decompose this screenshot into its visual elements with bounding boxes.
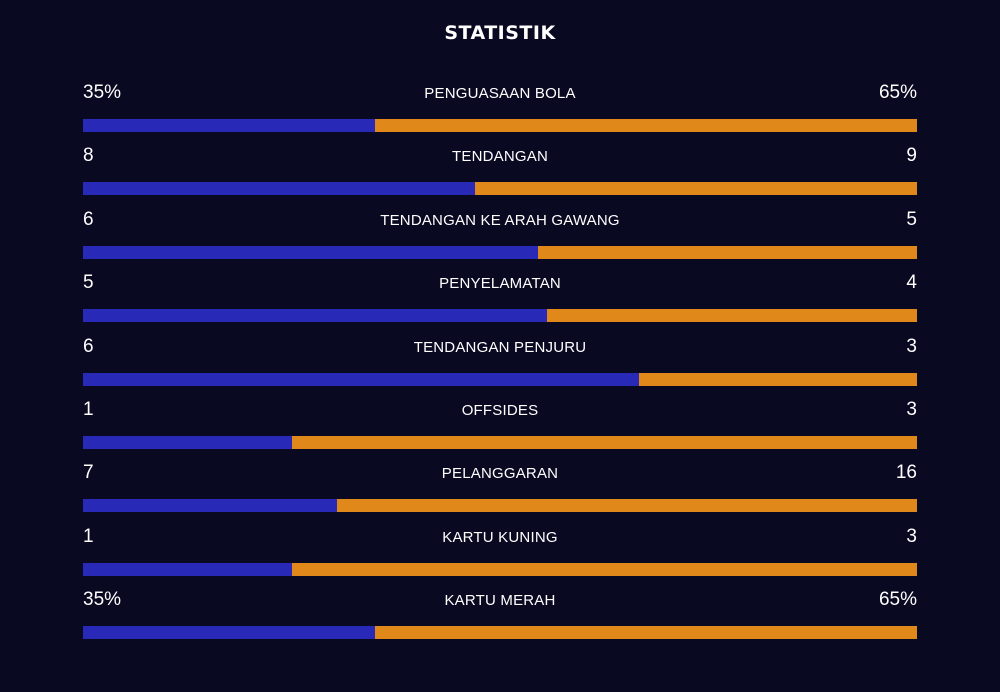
comparison-bar: [83, 182, 917, 196]
stat-row: 35% KARTU MERAH 65%: [83, 586, 917, 649]
stats-title: STATISTIK: [444, 22, 556, 44]
away-bar-fill: [546, 309, 917, 323]
stat-label: TENDANGAN KE ARAH GAWANG: [380, 211, 620, 229]
comparison-bar: [83, 562, 917, 576]
away-bar-fill: [291, 435, 917, 449]
stat-header: 35% KARTU MERAH 65%: [83, 586, 917, 616]
away-value: 9: [906, 145, 917, 167]
home-value: 5: [83, 272, 94, 294]
comparison-bar: [83, 119, 917, 132]
stat-label: KARTU MERAH: [444, 592, 556, 610]
away-value: 3: [906, 335, 917, 357]
home-value: 6: [83, 335, 94, 357]
stat-row: 1 OFFSIDES 3: [83, 396, 917, 459]
home-bar-fill: [83, 372, 640, 386]
stat-header: 1 OFFSIDES 3: [83, 396, 917, 426]
away-value: 16: [895, 462, 917, 484]
home-bar-fill: [83, 182, 475, 196]
away-bar-fill: [474, 182, 917, 196]
stat-header: 1 KARTU KUNING 3: [83, 523, 917, 553]
comparison-bar: [83, 309, 917, 323]
stat-label: KARTU KUNING: [442, 528, 558, 546]
away-value: 3: [906, 525, 917, 547]
stat-row: 6 TENDANGAN KE ARAH GAWANG 5: [83, 206, 917, 269]
away-value: 4: [906, 272, 917, 294]
home-value: 6: [83, 208, 94, 230]
comparison-bar: [83, 372, 917, 386]
home-value: 7: [83, 462, 94, 484]
stat-row: 1 KARTU KUNING 3: [83, 523, 917, 586]
home-value: 8: [83, 145, 94, 167]
stat-label: PENYELAMATAN: [439, 275, 561, 293]
home-value: 35%: [83, 589, 122, 611]
comparison-bar: [83, 499, 917, 513]
home-bar-fill: [83, 245, 538, 259]
away-value: 5: [906, 208, 917, 230]
stats-list: 35% PENGUASAAN BOLA 65% 8 TENDANGAN 9 6 …: [83, 79, 917, 650]
stat-row: 35% PENGUASAAN BOLA 65%: [83, 79, 917, 142]
stat-header: 6 TENDANGAN KE ARAH GAWANG 5: [83, 206, 917, 236]
stat-row: 5 PENYELAMATAN 4: [83, 269, 917, 332]
stat-header: 6 TENDANGAN PENJURU 3: [83, 333, 917, 363]
home-bar-fill: [83, 119, 375, 132]
home-value: 1: [83, 398, 94, 420]
home-bar-fill: [83, 562, 292, 576]
stat-row: 7 PELANGGARAN 16: [83, 459, 917, 522]
home-bar-fill: [83, 309, 547, 323]
away-value: 65%: [878, 82, 917, 103]
home-value: 1: [83, 525, 94, 547]
stat-label: TENDANGAN PENJURU: [413, 338, 587, 356]
away-value: 3: [906, 398, 917, 420]
comparison-bar: [83, 435, 917, 449]
away-bar-fill: [291, 562, 917, 576]
stat-label: OFFSIDES: [461, 401, 539, 419]
away-bar-fill: [336, 499, 917, 513]
stat-label: PELANGGARAN: [441, 465, 559, 483]
home-bar-fill: [83, 499, 337, 513]
stat-header: 5 PENYELAMATAN 4: [83, 269, 917, 299]
stat-label: TENDANGAN: [452, 148, 548, 166]
home-bar-fill: [83, 435, 292, 449]
comparison-bar: [83, 245, 917, 259]
home-value: 35%: [83, 82, 122, 103]
stat-header: 35% PENGUASAAN BOLA 65%: [83, 79, 917, 109]
away-value: 65%: [878, 589, 917, 611]
away-bar-fill: [374, 626, 917, 640]
away-bar-fill: [537, 245, 917, 259]
stat-row: 8 TENDANGAN 9: [83, 142, 917, 205]
home-bar-fill: [83, 626, 375, 640]
stat-header: 8 TENDANGAN 9: [83, 142, 917, 172]
stat-header: 7 PELANGGARAN 16: [83, 459, 917, 489]
comparison-bar: [83, 626, 917, 640]
stat-row: 6 TENDANGAN PENJURU 3: [83, 333, 917, 396]
stat-label: PENGUASAAN BOLA: [424, 85, 576, 102]
away-bar-fill: [639, 372, 917, 386]
away-bar-fill: [374, 119, 917, 132]
